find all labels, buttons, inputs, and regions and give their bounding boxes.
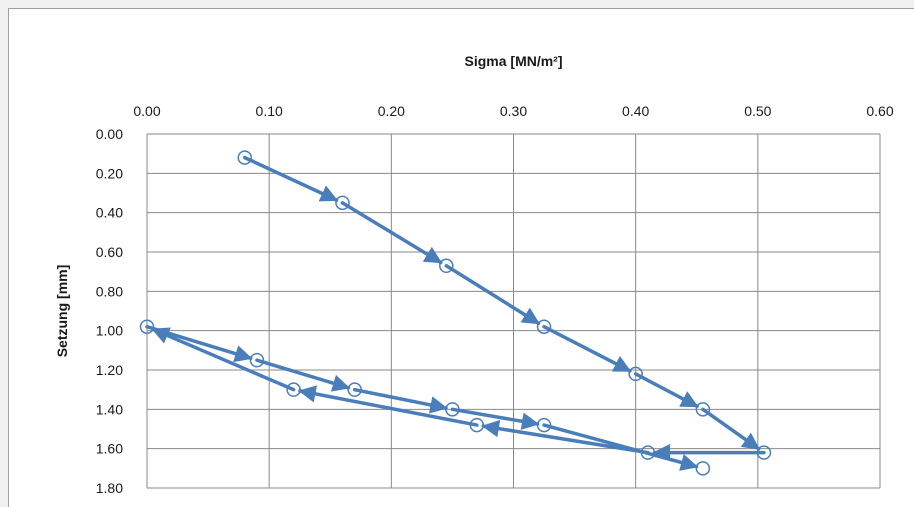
series-arrow (340, 201, 443, 265)
data-point (335, 195, 350, 211)
x-tick-label: 0.60 (866, 103, 893, 119)
y-tick-label: 0.00 (96, 126, 123, 142)
data-point (347, 382, 362, 397)
y-tick-label: 0.40 (96, 205, 123, 221)
y-tick-label: 0.20 (96, 165, 123, 181)
data-point (628, 366, 643, 382)
x-tick-label: 0.30 (500, 103, 527, 119)
y-axis-title: Setzung [mm] (54, 265, 70, 358)
chart-area: Sigma [MN/m²] Setzung [mm] 0.00 0.10 0.20 0… (8, 8, 914, 507)
series-arrow (633, 372, 699, 409)
data-point (695, 461, 711, 476)
series-arrow (352, 387, 448, 414)
x-axis-title: Sigma [MN/m²] (465, 53, 563, 69)
gridlines (146, 133, 881, 489)
y-tick-label: 1.00 (96, 323, 123, 339)
y-tick-label: 0.80 (96, 283, 123, 299)
x-tick-label: 0.40 (622, 103, 649, 119)
data-point (445, 402, 460, 417)
series-arrow (255, 358, 351, 392)
data-point (695, 402, 711, 417)
series-arrow (298, 385, 479, 427)
y-tick-label: 1.60 (96, 441, 123, 457)
series-arrow (542, 324, 632, 373)
x-tick-label: 0.00 (133, 103, 160, 119)
y-tick-label: 1.80 (96, 480, 123, 496)
series-arrow (450, 407, 540, 430)
data-point (536, 417, 552, 433)
series-arrow (542, 423, 699, 471)
y-tick-label: 1.20 (96, 362, 123, 378)
y-tick-label: 1.40 (96, 401, 123, 417)
data-point (286, 382, 301, 397)
data-point (756, 445, 772, 460)
data-point (640, 445, 656, 460)
data-point (139, 319, 155, 334)
y-tick-label: 0.60 (96, 244, 123, 260)
setzung-sigma-chart: Sigma [MN/m²] Setzung [mm] 0.00 0.10 0.20 0… (54, 53, 894, 496)
x-tick-label: 0.50 (744, 103, 771, 119)
series-arrow (481, 419, 650, 455)
data-point (237, 150, 252, 165)
series-arrow (151, 327, 296, 392)
series-arrow (701, 407, 761, 451)
data-point (249, 352, 265, 368)
series-arrow (145, 324, 253, 363)
data-point (536, 319, 552, 334)
series-segments (145, 155, 766, 471)
data-point (469, 417, 485, 433)
data-point (439, 258, 454, 274)
x-tick-label: 0.10 (256, 103, 283, 119)
series-arrow (444, 264, 541, 326)
x-tick-label: 0.20 (378, 103, 405, 119)
series-arrow (242, 155, 339, 202)
